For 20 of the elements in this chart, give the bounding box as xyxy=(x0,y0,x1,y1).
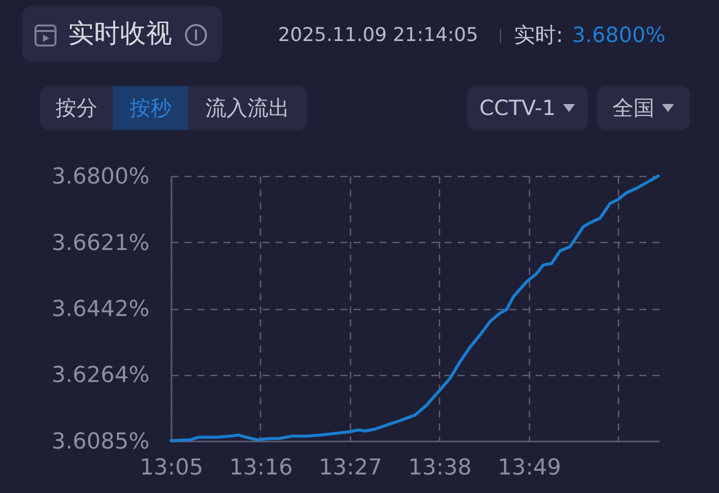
segmented-control: 按分 按秒 流入流出 xyxy=(40,86,307,130)
line-series xyxy=(170,174,660,442)
selected-segment: 按秒 xyxy=(113,86,188,130)
x-tick-label: 13:38 xyxy=(408,456,472,480)
text: 实时: xyxy=(514,23,564,47)
header-card: 实时收视 xyxy=(22,6,222,62)
y-tick-label: 3.6800% xyxy=(52,164,150,190)
chart-subtitle: 2025.11.09 21:14:05 xyxy=(278,24,478,46)
y-tick-label: 3.6442% xyxy=(52,297,150,322)
y-tick-label: 3.6264% xyxy=(52,363,150,388)
y-tick-label: 3.6085% xyxy=(52,430,150,454)
chart-title: 实时收视 xyxy=(68,19,172,49)
x-tick-label: 13:16 xyxy=(229,456,293,480)
dropdown: CCTV-1 xyxy=(467,86,588,130)
x-tick-label: 13:27 xyxy=(318,456,382,480)
dropdown: 全国 xyxy=(597,86,690,130)
text: 3.6800% xyxy=(572,23,666,47)
y-tick-label: 3.6621% xyxy=(52,230,150,256)
x-tick-label: 13:05 xyxy=(140,456,204,480)
x-tick-label: 13:49 xyxy=(498,456,562,480)
